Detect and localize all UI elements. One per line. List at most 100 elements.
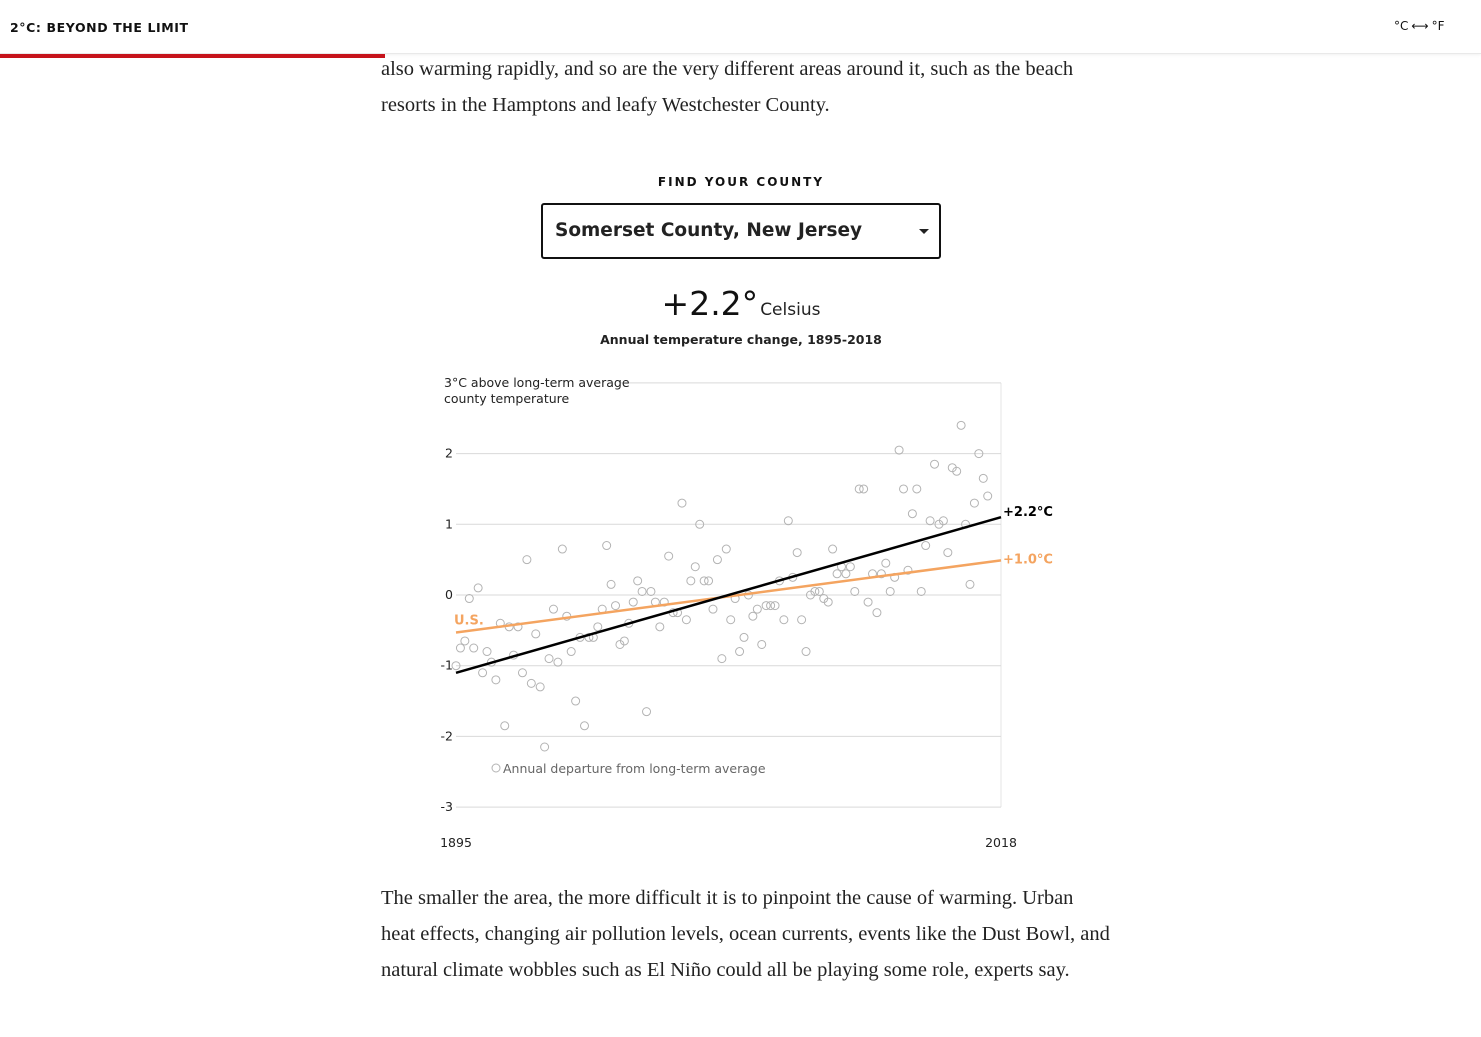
data-point: [531, 629, 541, 639]
data-point: [801, 647, 811, 657]
top-note-line-1: 3°C above long-term average: [444, 375, 630, 390]
us-trend-end-label: +1.0°C: [1003, 552, 1053, 567]
data-point: [859, 484, 869, 494]
data-point: [677, 498, 687, 508]
us-trend-line: [455, 559, 1002, 634]
data-point: [451, 661, 461, 671]
y-tick-label: 2: [445, 446, 453, 461]
data-point: [770, 601, 780, 611]
data-point: [854, 484, 864, 494]
data-point: [619, 636, 629, 646]
data-point: [881, 558, 891, 568]
data-point: [757, 639, 767, 649]
data-point: [695, 519, 705, 529]
data-point: [455, 643, 465, 653]
data-point: [841, 569, 851, 579]
data-point: [761, 601, 771, 611]
county-select-dropdown[interactable]: Somerset County, New Jersey: [541, 203, 941, 259]
data-point: [664, 551, 674, 561]
data-point: [921, 541, 931, 551]
data-point: [699, 576, 709, 586]
data-point: [810, 586, 820, 596]
data-point: [748, 611, 758, 621]
data-point: [894, 445, 904, 455]
data-point: [965, 579, 975, 589]
data-point: [473, 583, 483, 593]
data-point: [783, 516, 793, 526]
data-point: [907, 509, 917, 519]
data-point: [978, 473, 988, 483]
temperature-change-summary: +2.2° Celsius: [441, 284, 1041, 323]
data-point: [606, 579, 616, 589]
y-tick-label: -1: [441, 658, 453, 673]
data-point: [983, 491, 993, 501]
data-point: [464, 594, 474, 604]
data-point: [845, 562, 855, 572]
data-point: [974, 449, 984, 459]
data-point: [823, 597, 833, 607]
data-point: [686, 576, 696, 586]
data-point: [655, 622, 665, 632]
data-point: [690, 562, 700, 572]
data-point: [704, 576, 714, 586]
data-point: [792, 548, 802, 558]
data-point: [916, 586, 926, 596]
data-point: [850, 586, 860, 596]
data-point: [876, 569, 886, 579]
data-point: [633, 576, 643, 586]
top-navigation-bar: 2°C: BEYOND THE LIMIT °C ⟷ °F: [0, 0, 1481, 54]
county-trend-end-label: +2.2°C: [1003, 505, 1053, 520]
data-point: [943, 548, 953, 558]
data-point: [517, 668, 527, 678]
county-trend-line: [455, 516, 1002, 674]
data-point: [969, 498, 979, 508]
reading-progress-bar: [0, 54, 385, 58]
data-point: [535, 682, 545, 692]
data-point: [925, 516, 935, 526]
data-point: [642, 707, 652, 717]
us-inline-label: U.S.: [454, 613, 484, 628]
data-point: [469, 643, 479, 653]
fahrenheit-label: °F: [1431, 19, 1445, 33]
data-point: [956, 420, 966, 430]
data-point: [579, 721, 589, 731]
data-point: [500, 721, 510, 731]
data-point: [828, 544, 838, 554]
data-point: [602, 541, 612, 551]
data-point: [717, 654, 727, 664]
data-point: [721, 544, 731, 554]
data-point: [544, 654, 554, 664]
data-point: [930, 459, 940, 469]
data-point: [611, 601, 621, 611]
unit-toggle-button[interactable]: °C ⟷ °F: [1394, 19, 1445, 33]
data-point: [779, 615, 789, 625]
temperature-change-value: +2.2°: [661, 284, 759, 323]
y-tick-label: -2: [441, 728, 453, 743]
selected-county: Somerset County, New Jersey: [555, 220, 863, 241]
data-point: [735, 647, 745, 657]
data-point: [797, 615, 807, 625]
double-arrow-icon: ⟷: [1411, 19, 1429, 33]
data-point: [584, 632, 594, 642]
data-point: [766, 601, 776, 611]
caret-down-icon: [919, 229, 929, 234]
data-point: [491, 675, 501, 685]
data-point: [637, 586, 647, 596]
data-point: [478, 668, 488, 678]
x-tick-label-end: 2018: [985, 835, 1017, 850]
data-point: [863, 597, 873, 607]
data-point: [708, 604, 718, 614]
data-point: [646, 586, 656, 596]
data-point: [952, 466, 962, 476]
series-title[interactable]: 2°C: BEYOND THE LIMIT: [10, 20, 189, 35]
data-point: [912, 484, 922, 494]
chart-title: Annual temperature change, 1895-2018: [600, 332, 882, 347]
data-point: [739, 632, 749, 642]
data-point: [460, 636, 470, 646]
data-point: [899, 484, 909, 494]
data-point: [814, 586, 824, 596]
data-point: [885, 586, 895, 596]
top-note-line-2: county temperature: [444, 391, 570, 406]
data-point: [566, 647, 576, 657]
